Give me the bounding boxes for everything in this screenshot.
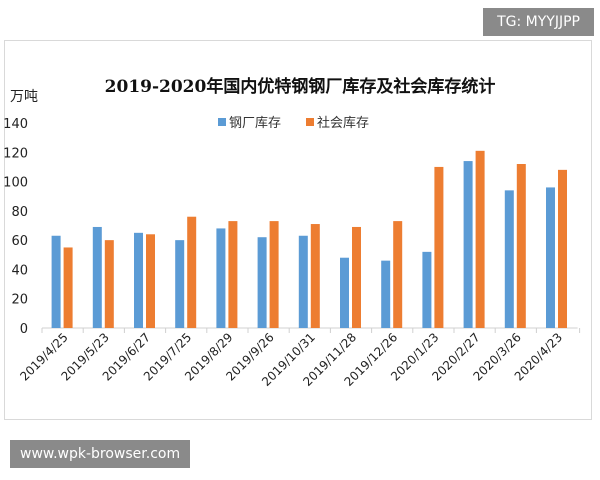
bar-mill-2020/1/23 xyxy=(422,251,432,328)
bar-social-2019/11/28 xyxy=(352,226,361,328)
bar-mill-2019/9/26 xyxy=(257,237,267,328)
y-tick-label: 60 xyxy=(11,234,28,249)
bar-mill-2019/8/29 xyxy=(216,228,226,328)
bar-social-2020/1/23 xyxy=(434,166,444,328)
legend-swatch xyxy=(218,118,226,126)
bar-mill-2019/7/25 xyxy=(175,240,185,328)
bar-social-2019/10/31 xyxy=(310,224,320,328)
legend-label: 钢厂库存 xyxy=(229,115,281,131)
bar-social-2019/6/27 xyxy=(146,234,155,328)
bar-social-2019/12/26 xyxy=(393,221,403,328)
bar-social-2019/4/25 xyxy=(63,247,73,328)
chart-frame xyxy=(4,40,592,420)
y-tick-label: 20 xyxy=(11,293,28,308)
y-tick-label: 140 xyxy=(3,117,28,132)
bar-social-2019/7/25 xyxy=(187,216,197,328)
y-axis-unit: 万吨 xyxy=(10,89,38,105)
website-label: www.wpk-browser.com xyxy=(10,440,191,468)
chart-title: 2019-2020年国内优特钢钢厂库存及社会库存统计 xyxy=(104,77,496,97)
bar-social-2020/3/26 xyxy=(516,164,526,328)
y-tick-label: 0 xyxy=(20,322,28,337)
bar-mill-2020/4/23 xyxy=(546,187,555,328)
bar-mill-2020/3/26 xyxy=(504,190,514,328)
y-tick-label: 80 xyxy=(11,205,28,220)
legend-label: 社会库存 xyxy=(317,115,369,131)
bar-mill-2019/12/26 xyxy=(381,260,391,328)
bar-mill-2019/11/28 xyxy=(340,257,349,328)
y-tick-label: 100 xyxy=(3,176,28,191)
bar-mill-2019/4/25 xyxy=(51,235,61,328)
bar-mill-2020/2/27 xyxy=(463,161,473,328)
legend-swatch xyxy=(306,118,314,126)
bar-mill-2019/5/23 xyxy=(92,226,102,328)
y-tick-label: 120 xyxy=(3,146,28,161)
bar-social-2019/5/23 xyxy=(104,240,114,328)
bar-social-2020/4/23 xyxy=(558,169,567,328)
tg-badge: TG: MYYJJPP xyxy=(483,8,594,36)
bar-social-2020/2/27 xyxy=(475,150,485,328)
bar-social-2019/9/26 xyxy=(269,221,279,328)
bar-mill-2019/6/27 xyxy=(134,232,143,328)
bar-social-2019/8/29 xyxy=(228,221,238,328)
y-tick-label: 40 xyxy=(11,263,28,278)
bar-mill-2019/10/31 xyxy=(298,235,308,328)
